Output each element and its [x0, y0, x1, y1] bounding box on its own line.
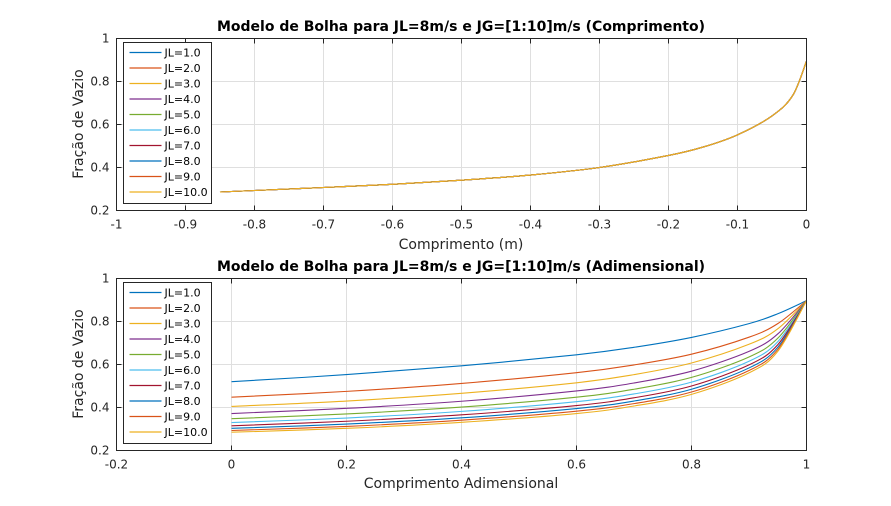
series-line-jl-3-0 — [219, 60, 808, 193]
legend-entry: JL=6.0 — [164, 124, 201, 137]
legend-entry: JL=3.0 — [164, 78, 201, 91]
chart-title: Modelo de Bolha para JL=8m/s e JG=[1:10]… — [217, 19, 705, 35]
y-tick-label: 1 — [102, 32, 110, 46]
series-lines — [219, 60, 808, 193]
x-tick-label: 0.4 — [452, 458, 471, 472]
y-tick-label: 0.6 — [90, 118, 109, 132]
y-tick-label: 1 — [102, 272, 110, 286]
legend-entry: JL=5.0 — [164, 349, 201, 362]
legend-entry: JL=8.0 — [164, 155, 201, 168]
x-tick-label: -0.1 — [726, 218, 749, 232]
legend-entry: JL=7.0 — [164, 380, 201, 393]
y-tick-label: 0.2 — [90, 204, 109, 218]
tick-labels: -1 -0.9 -0.8 -0.7 -0.6 -0.5 -0.4 -0.3 -0.2 -0.1 0 0… — [90, 32, 810, 232]
x-tick-label: -0.7 — [312, 218, 335, 232]
x-axis-label: Comprimento Adimensional — [364, 476, 558, 492]
legend-entry: JL=2.0 — [164, 62, 201, 75]
x-tick-label: -0.2 — [657, 218, 680, 232]
legend-entry: JL=3.0 — [164, 318, 201, 331]
series-line-jl-4-0 — [219, 60, 808, 193]
x-tick-label: -0.4 — [519, 218, 542, 232]
x-tick-label: 0.2 — [337, 458, 356, 472]
x-tick-label: -0.2 — [105, 458, 128, 472]
y-tick-label: 0.4 — [90, 401, 109, 415]
series-line-jl-5-0 — [231, 300, 807, 420]
x-tick-label: -0.6 — [381, 218, 404, 232]
series-line-jl-8-0 — [231, 300, 807, 429]
x-tick-label: 1 — [803, 458, 811, 472]
x-tick-label: 0.6 — [567, 458, 586, 472]
x-tick-label: -1 — [111, 218, 123, 232]
series-line-jl-5-0 — [219, 60, 808, 193]
legend: JL=1.0 JL=2.0 JL=3.0 JL=4.0 JL=5.0 JL=6.0 JL=7… — [123, 282, 212, 444]
legend-entry: JL=8.0 — [164, 395, 201, 408]
plot-adimensional: Modelo de Bolha para JL=8m/s e JG=[1:10]… — [71, 259, 810, 492]
legend-entry: JL=1.0 — [164, 47, 201, 60]
legend-entry: JL=10.0 — [164, 426, 208, 439]
legend-entry: JL=1.0 — [164, 287, 201, 300]
legend-entry: JL=2.0 — [164, 302, 201, 315]
legend-entry: JL=6.0 — [164, 364, 201, 377]
x-tick-label: 0 — [803, 218, 811, 232]
legend-entry: JL=9.0 — [164, 171, 201, 184]
x-tick-label: -0.5 — [450, 218, 473, 232]
x-axis-label: Comprimento (m) — [399, 237, 524, 253]
series-line-jl-7-0 — [219, 60, 808, 193]
y-tick-label: 0.2 — [90, 444, 109, 458]
series-line-jl-7-0 — [231, 300, 807, 427]
y-axis-label: Fração de Vazio — [71, 69, 87, 178]
x-tick-label: -0.8 — [243, 218, 266, 232]
series-lines — [231, 300, 807, 433]
legend-entry: JL=7.0 — [164, 140, 201, 153]
legend-entry: JL=4.0 — [164, 333, 201, 346]
tick-labels: -0.2 0 0.2 0.4 0.6 0.8 1 0.2 0.4 0.6 0.8 1 — [90, 272, 810, 472]
series-line-jl-3-0 — [231, 300, 807, 407]
series-line-jl-6-0 — [231, 300, 807, 424]
grid-lines — [116, 38, 807, 211]
series-line-jl-4-0 — [231, 300, 807, 415]
series-line-jl-9-0 — [219, 60, 808, 193]
y-tick-label: 0.8 — [90, 315, 109, 329]
legend: JL=1.0 JL=2.0 JL=3.0 JL=4.0 JL=5.0 JL=6.0 JL=7… — [123, 42, 212, 204]
chart-title: Modelo de Bolha para JL=8m/s e JG=[1:10]… — [217, 259, 705, 275]
series-line-jl-2-0 — [219, 60, 808, 193]
series-line-jl-1-0 — [219, 60, 808, 193]
legend-entry: JL=4.0 — [164, 93, 201, 106]
series-line-jl-1-0 — [231, 300, 807, 383]
series-line-jl-9-0 — [231, 300, 807, 432]
x-tick-label: 0.8 — [682, 458, 701, 472]
x-tick-label: -0.9 — [174, 218, 197, 232]
y-tick-label: 0.6 — [90, 358, 109, 372]
x-tick-label: -0.3 — [588, 218, 611, 232]
y-axis-label: Fração de Vazio — [71, 309, 87, 418]
y-tick-label: 0.4 — [90, 161, 109, 175]
series-line-jl-10-0 — [219, 60, 808, 193]
x-tick-label: 0 — [228, 458, 236, 472]
legend-entry: JL=9.0 — [164, 411, 201, 424]
series-line-jl-2-0 — [231, 300, 807, 398]
series-line-jl-6-0 — [219, 60, 808, 193]
legend-entry: JL=5.0 — [164, 109, 201, 122]
y-tick-label: 0.8 — [90, 75, 109, 89]
series-line-jl-10-0 — [231, 300, 807, 433]
grid-lines — [116, 278, 807, 451]
plot-comprimento: Modelo de Bolha para JL=8m/s e JG=[1:10]… — [71, 19, 810, 253]
legend-entry: JL=10.0 — [164, 186, 208, 199]
series-line-jl-8-0 — [219, 60, 808, 193]
